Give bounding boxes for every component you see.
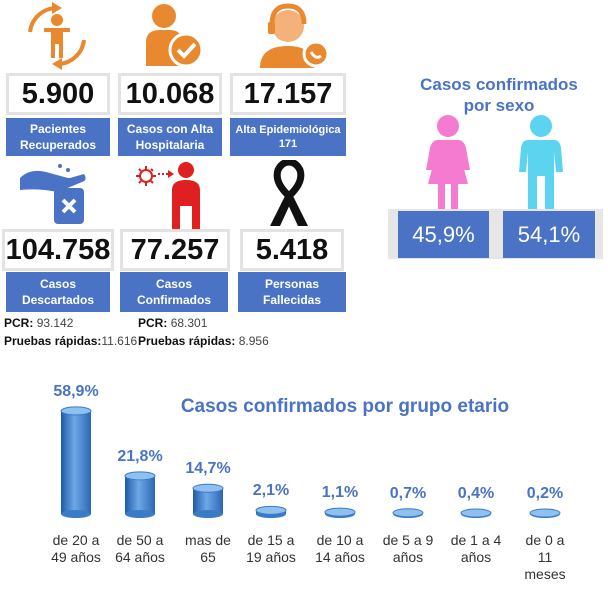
female-percent: 45,9% bbox=[398, 211, 489, 258]
age-group-bar-chart bbox=[60, 406, 561, 518]
bar-value-label-6: 0,4% bbox=[457, 485, 495, 502]
category-label-3: de 15 a 19 años bbox=[246, 532, 296, 565]
discarded-rapid-tests: Pruebas rápidas:11.616 bbox=[4, 334, 138, 348]
confirmed-pcr: PCR: 68.301 bbox=[138, 316, 208, 330]
bar-1 bbox=[124, 471, 156, 518]
confirmed-label: Casos Confirmados bbox=[120, 272, 228, 312]
confirmed-rapid-tests: Pruebas rápidas: 8.956 bbox=[138, 334, 269, 348]
black-ribbon-icon bbox=[270, 160, 308, 226]
bar-2 bbox=[192, 483, 224, 518]
category-label-6: de 1 a 4 años bbox=[450, 532, 502, 565]
sex-chart-title: Casos confirmados por sexo bbox=[420, 75, 578, 115]
hand-test-icon bbox=[20, 164, 86, 224]
deaths-label: Personas Fallecidas bbox=[238, 272, 346, 312]
recovered-count: 5.900 bbox=[6, 73, 110, 115]
bar-value-label-5: 0,7% bbox=[389, 484, 427, 502]
category-label-2: mas de 65 bbox=[185, 532, 231, 565]
male-percent: 54,1% bbox=[503, 211, 595, 258]
bar-value-label-7: 0,2% bbox=[526, 485, 564, 502]
bar-7 bbox=[529, 508, 561, 518]
confirmed-count: 77.257 bbox=[120, 229, 230, 271]
epidemiological-discharge-count: 17.157 bbox=[230, 73, 346, 115]
bar-6 bbox=[460, 508, 492, 518]
category-label-7: de 0 a 11 meses bbox=[524, 532, 566, 582]
category-label-4: de 10 a 14 años bbox=[315, 532, 365, 565]
category-label-0: de 20 a 49 años bbox=[51, 532, 101, 565]
bar-5 bbox=[392, 508, 424, 518]
bar-3 bbox=[255, 505, 287, 518]
discarded-count: 104.758 bbox=[2, 229, 114, 271]
hospital-discharge-label: Casos con Alta Hospitalaria bbox=[118, 118, 222, 156]
female-icon bbox=[426, 115, 470, 210]
recovered-label: Pacientes Recuperados bbox=[6, 118, 110, 156]
category-label-1: de 50 a 64 años bbox=[115, 532, 165, 565]
bar-4 bbox=[324, 507, 356, 518]
hospital-discharge-count: 10.068 bbox=[118, 73, 222, 115]
category-label-5: de 5 a 9 años bbox=[382, 532, 434, 565]
bar-value-label-2: 14,7% bbox=[185, 460, 231, 478]
bar-0 bbox=[60, 406, 92, 518]
bar-value-label-0: 58,9% bbox=[53, 382, 99, 400]
epidemiological-discharge-label: Alta Epidemiológica 171 bbox=[230, 118, 346, 156]
age-chart-title: Casos confirmados por grupo etario bbox=[180, 396, 510, 417]
virus-person-icon bbox=[136, 162, 200, 230]
discarded-pcr: PCR: 93.142 bbox=[4, 316, 74, 330]
bar-value-label-1: 21,8% bbox=[117, 447, 163, 465]
bar-value-label-3: 2,1% bbox=[252, 482, 290, 500]
recovered-person-icon bbox=[28, 2, 86, 70]
male-icon bbox=[519, 115, 563, 210]
deaths-count: 5.418 bbox=[240, 229, 344, 271]
bar-value-label-4: 1,1% bbox=[321, 484, 359, 502]
discarded-label: Casos Descartados bbox=[6, 272, 110, 312]
hospital-discharge-icon bbox=[146, 4, 204, 68]
operator-headset-icon bbox=[260, 3, 330, 68]
